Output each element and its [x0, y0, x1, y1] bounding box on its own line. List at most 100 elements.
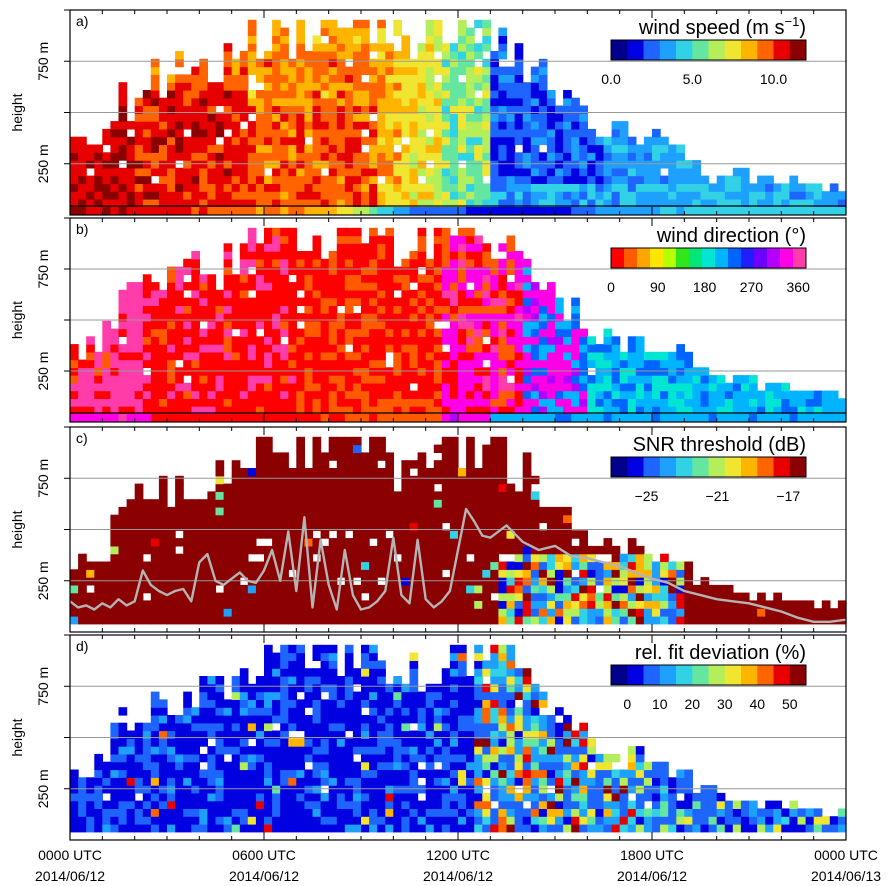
surface-cell — [328, 207, 338, 215]
heatmap-cell — [700, 616, 710, 625]
heatmap-cell — [821, 398, 831, 407]
heatmap-cell — [272, 152, 281, 161]
heatmap-cell — [449, 483, 459, 492]
heatmap-cell — [296, 616, 305, 625]
heatmap-cell — [344, 175, 354, 184]
heatmap-cell — [78, 600, 87, 609]
heatmap-cell — [377, 27, 386, 36]
heatmap-cell — [118, 121, 128, 130]
heatmap-cell — [684, 382, 693, 392]
heatmap-cell — [466, 97, 475, 107]
heatmap-cell — [158, 175, 168, 184]
heatmap-cell — [118, 305, 128, 314]
heatmap-cell — [498, 199, 508, 208]
heatmap-cell — [619, 600, 629, 609]
heatmap-cell — [134, 105, 144, 114]
heatmap-cell — [94, 175, 103, 184]
heatmap-cell — [304, 274, 314, 283]
heatmap-cell — [207, 800, 217, 809]
heatmap-cell — [175, 514, 184, 524]
heatmap-cell — [490, 499, 499, 508]
heatmap-cell — [692, 199, 702, 208]
heatmap-cell — [183, 746, 192, 755]
heatmap-cell — [134, 144, 144, 153]
heatmap-cell — [458, 152, 467, 161]
heatmap-cell — [158, 475, 168, 485]
heatmap-cell — [352, 738, 362, 747]
heatmap-cell — [207, 398, 217, 407]
heatmap-cell — [142, 136, 152, 146]
heatmap-cell — [538, 191, 548, 200]
heatmap-cell — [183, 382, 192, 392]
heatmap-cell — [150, 82, 160, 91]
heatmap-cell — [652, 592, 661, 601]
heatmap-cell — [692, 584, 702, 594]
heatmap-cell — [102, 777, 111, 786]
heatmap-cell — [643, 600, 653, 609]
heatmap-cell — [231, 538, 241, 547]
heatmap-cell — [449, 351, 459, 361]
heatmap-cell — [635, 406, 645, 415]
heatmap-cell — [142, 175, 152, 184]
heatmap-cell — [369, 274, 378, 283]
heatmap-cell — [352, 175, 362, 184]
heatmap-cell — [288, 683, 297, 693]
heatmap-cell — [239, 58, 249, 68]
heatmap-cell — [175, 382, 184, 392]
heatmap-cell — [466, 266, 475, 275]
heatmap-cell — [223, 367, 233, 376]
heatmap-cell — [134, 367, 144, 376]
heatmap-cell — [78, 792, 87, 802]
heatmap-cell — [385, 616, 394, 625]
heatmap-cell — [223, 97, 233, 107]
heatmap-cell — [191, 344, 200, 353]
heatmap-cell — [215, 183, 225, 192]
heatmap-cell — [150, 816, 160, 825]
heatmap-cell — [401, 258, 411, 268]
heatmap-cell — [829, 199, 839, 208]
heatmap-cell — [352, 761, 362, 771]
heatmap-cell — [627, 344, 637, 353]
heatmap-cell — [296, 436, 305, 446]
heatmap-cell — [458, 336, 467, 345]
heatmap-cell — [385, 320, 394, 330]
surface-cell — [417, 414, 427, 422]
heatmap-cell — [288, 313, 297, 322]
heatmap-cell — [522, 351, 532, 361]
colorbar-swatch — [702, 248, 716, 268]
heatmap-cell — [272, 160, 281, 169]
heatmap-cell — [126, 282, 136, 291]
heatmap-cell — [304, 251, 314, 260]
heatmap-cell — [627, 336, 637, 345]
heatmap-cell — [635, 608, 645, 617]
heatmap-cell — [255, 175, 265, 184]
heatmap-cell — [652, 375, 661, 384]
heatmap-cell — [627, 136, 637, 146]
heatmap-cell — [660, 359, 669, 368]
heatmap-cell — [288, 707, 297, 716]
heatmap-cell — [207, 522, 217, 531]
heatmap-cell — [70, 344, 79, 353]
heatmap-cell — [288, 136, 297, 146]
heatmap-cell — [490, 191, 499, 200]
colorbar-tick-label: −21 — [706, 488, 730, 504]
heatmap-cell — [215, 460, 225, 469]
heatmap-cell — [94, 167, 103, 177]
heatmap-cell — [264, 136, 273, 146]
heatmap-cell — [223, 243, 233, 252]
heatmap-cell — [498, 74, 508, 83]
heatmap-cell — [255, 97, 265, 107]
heatmap-cell — [441, 530, 451, 539]
heatmap-cell — [336, 128, 346, 138]
heatmap-cell — [336, 491, 346, 500]
colorbar-swatch — [724, 457, 742, 477]
heatmap-cell — [183, 90, 192, 99]
heatmap-cell — [482, 105, 491, 114]
heatmap-cell — [223, 167, 233, 177]
heatmap-cell — [344, 616, 354, 625]
heatmap-cell — [433, 35, 443, 44]
heatmap-cell — [474, 475, 483, 485]
heatmap-cell — [458, 121, 467, 130]
heatmap-cell — [579, 113, 588, 122]
heatmap-cell — [110, 538, 120, 547]
